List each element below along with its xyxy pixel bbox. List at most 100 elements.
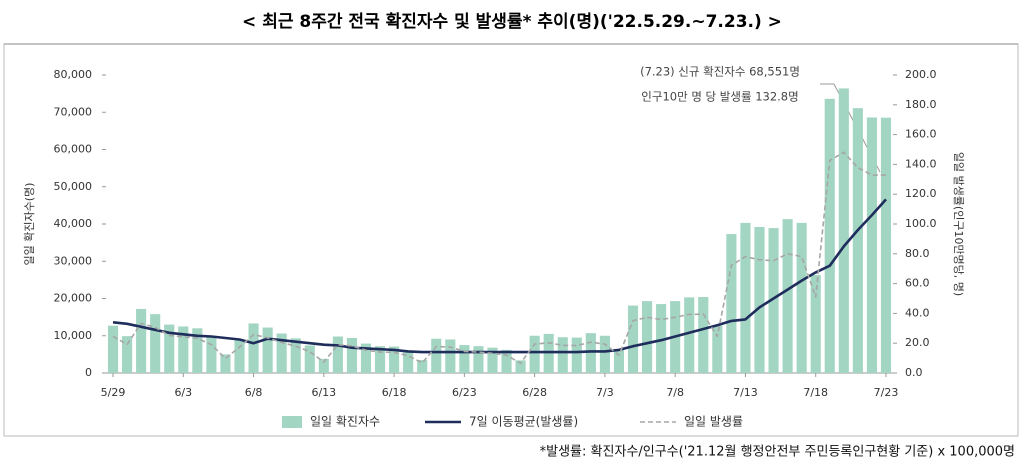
- y2-axis-label: 일일 발생률(인구10만명당, 명): [952, 152, 966, 296]
- bar: [164, 324, 175, 373]
- bar: [712, 325, 723, 373]
- bar: [642, 301, 653, 373]
- x-tick-label: 7/3: [596, 386, 614, 399]
- y-tick-label: 10,000: [54, 329, 93, 342]
- y-tick-label: 60,000: [54, 143, 93, 156]
- bar: [360, 343, 372, 373]
- x-tick-label: 7/8: [666, 386, 684, 399]
- bar: [838, 88, 849, 373]
- x-tick-label: 6/23: [452, 386, 477, 399]
- x-tick-label: 6/13: [311, 386, 336, 399]
- bar: [599, 335, 610, 373]
- y-tick-label: 70,000: [54, 105, 93, 118]
- legend-swatch: [282, 416, 302, 428]
- bar: [122, 336, 133, 373]
- bar: [543, 333, 554, 373]
- bar: [571, 337, 582, 373]
- y-axis-label: 일일 확진자수(명): [22, 183, 36, 266]
- y-tick-label: 30,000: [54, 254, 93, 267]
- y-tick-label: 50,000: [54, 180, 93, 193]
- bar: [136, 308, 147, 373]
- bar: [585, 333, 596, 373]
- frame: [3, 43, 1019, 437]
- x-tick-label: 6/18: [382, 386, 407, 399]
- bar: [557, 337, 568, 373]
- x-tick-label: 7/13: [733, 386, 758, 399]
- legend-label: 일일 발생률: [684, 415, 743, 429]
- y2-tick-label: 20.0: [905, 336, 930, 349]
- bar: [107, 325, 119, 373]
- bar: [754, 226, 765, 373]
- chart-title: < 최근 8주간 전국 확진자수 및 발생률* 추이(명)('22.5.29.~…: [242, 12, 782, 32]
- bar: [698, 297, 709, 373]
- bar: [529, 335, 540, 373]
- legend-label: 일일 확진자수: [310, 415, 380, 429]
- bar: [627, 305, 639, 373]
- bar: [220, 354, 231, 373]
- bar: [880, 117, 892, 373]
- y2-tick-label: 140.0: [905, 157, 937, 170]
- bar: [206, 336, 217, 373]
- annotation: (7.23) 신규 확진자수 68,551명: [640, 65, 800, 79]
- bar: [262, 327, 273, 373]
- series-line: [112, 151, 887, 364]
- bar: [726, 234, 737, 373]
- footnote: *발생률: 확진자수/인구수('21.12월 행정안전부 주민등록인구현황 기준…: [540, 444, 1015, 460]
- y2-tick-label: 40.0: [905, 306, 930, 319]
- y2-tick-label: 60.0: [905, 277, 930, 290]
- legend-label: 7일 이동평균(발생률): [469, 415, 578, 429]
- bar: [852, 108, 863, 373]
- bar: [234, 339, 245, 373]
- bar: [445, 339, 456, 373]
- bar: [656, 304, 667, 373]
- bar: [796, 222, 807, 373]
- bar: [515, 360, 526, 373]
- x-tick-label: 7/23: [874, 386, 899, 399]
- bar: [768, 228, 779, 373]
- bar: [473, 346, 484, 373]
- y2-tick-label: 200.0: [905, 68, 937, 81]
- y-tick-label: 40,000: [54, 217, 93, 230]
- bar: [613, 349, 625, 373]
- x-tick-label: 5/29: [101, 386, 126, 399]
- bar: [810, 275, 821, 373]
- bar: [782, 219, 793, 373]
- bar: [866, 117, 877, 373]
- bar: [318, 358, 329, 373]
- bar: [276, 333, 287, 373]
- bar: [150, 314, 161, 373]
- y2-tick-label: 0.0: [905, 366, 923, 379]
- bar: [178, 326, 189, 373]
- bar: [192, 328, 203, 373]
- y-tick-label: 0: [85, 366, 92, 379]
- bar: [290, 338, 301, 373]
- bar: [417, 359, 428, 373]
- bar: [824, 98, 835, 373]
- bar: [304, 345, 315, 373]
- x-tick-label: 6/28: [522, 386, 547, 399]
- bar: [431, 338, 442, 373]
- series-line: [112, 198, 887, 354]
- y2-tick-label: 160.0: [905, 128, 937, 141]
- y2-tick-label: 100.0: [905, 217, 937, 230]
- bar: [389, 346, 400, 373]
- x-tick-label: 6/8: [245, 386, 263, 399]
- y2-tick-label: 80.0: [905, 247, 930, 260]
- x-tick-label: 7/18: [803, 386, 828, 399]
- bar: [684, 297, 695, 373]
- y2-tick-label: 180.0: [905, 98, 937, 111]
- annotation: 인구10만 명 당 발생률 132.8명: [641, 90, 798, 104]
- x-tick-label: 6/3: [174, 386, 192, 399]
- y-tick-label: 80,000: [54, 68, 93, 81]
- bar: [501, 349, 512, 373]
- bar: [332, 336, 343, 373]
- y-tick-label: 20,000: [54, 292, 93, 305]
- bar: [459, 345, 470, 373]
- bar: [740, 222, 751, 373]
- bar: [346, 337, 357, 373]
- y2-tick-label: 120.0: [905, 187, 937, 200]
- bar: [403, 350, 414, 373]
- bar: [248, 323, 259, 373]
- bar: [374, 346, 386, 373]
